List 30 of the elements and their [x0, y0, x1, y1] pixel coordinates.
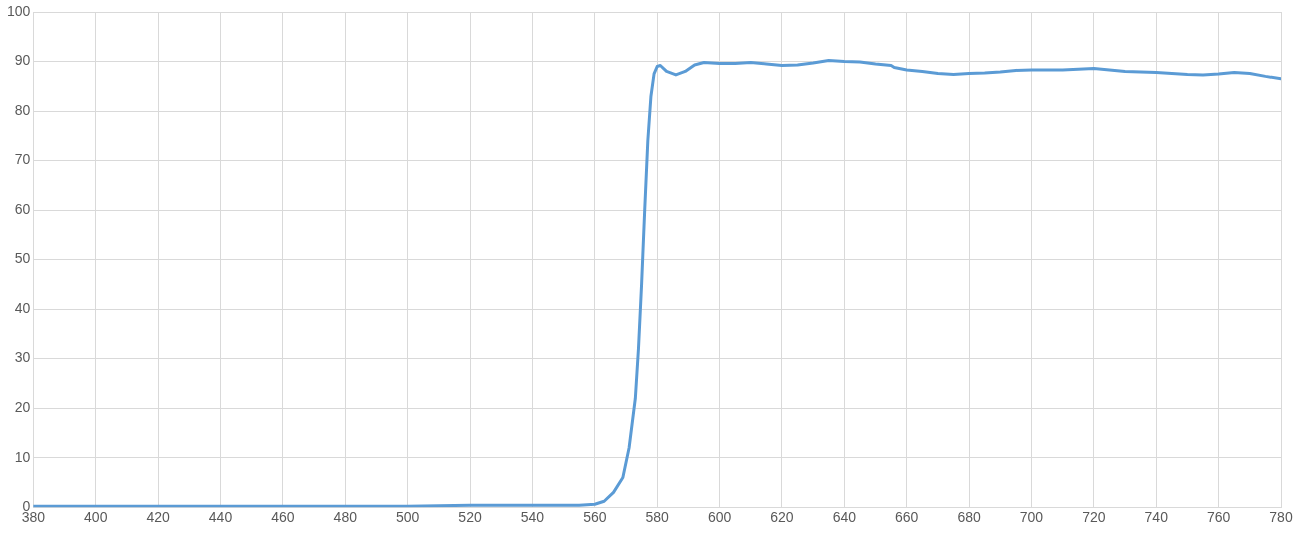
- x-tick-label: 400: [84, 509, 108, 526]
- x-tick-label: 520: [458, 509, 482, 526]
- x-tick-label: 580: [645, 509, 670, 526]
- x-tick-label: 460: [271, 509, 295, 526]
- y-tick-label: 90: [14, 52, 31, 69]
- x-tick-label: 620: [770, 509, 794, 526]
- x-tick-label: 420: [146, 509, 171, 526]
- x-tick-label: 640: [832, 509, 857, 526]
- x-tick-label: 720: [1082, 509, 1106, 526]
- y-tick-label: 80: [14, 101, 31, 118]
- x-tick-label: 560: [583, 509, 607, 526]
- y-tick-label: 100: [7, 2, 31, 19]
- y-tick-label: 60: [14, 200, 31, 217]
- y-tick-label: 20: [14, 399, 31, 416]
- x-tick-label: 500: [395, 509, 420, 526]
- y-tick-label: 70: [14, 151, 31, 168]
- x-tick-label: 780: [1269, 509, 1293, 526]
- y-tick-label: 10: [14, 448, 31, 465]
- x-tick-label: 760: [1206, 509, 1231, 526]
- x-tick-label: 600: [707, 509, 732, 526]
- y-tick-label: 50: [14, 250, 31, 267]
- x-tick-label: 680: [957, 509, 981, 526]
- x-tick-label: 480: [333, 509, 358, 526]
- y-tick-label: 40: [14, 299, 31, 316]
- x-tick-label: 660: [895, 509, 919, 526]
- x-tick-label: 740: [1144, 509, 1169, 526]
- y-tick-label: 30: [14, 349, 31, 366]
- x-tick-label: 700: [1019, 509, 1044, 526]
- x-tick-label: 540: [520, 509, 545, 526]
- x-tick-label: 440: [208, 509, 233, 526]
